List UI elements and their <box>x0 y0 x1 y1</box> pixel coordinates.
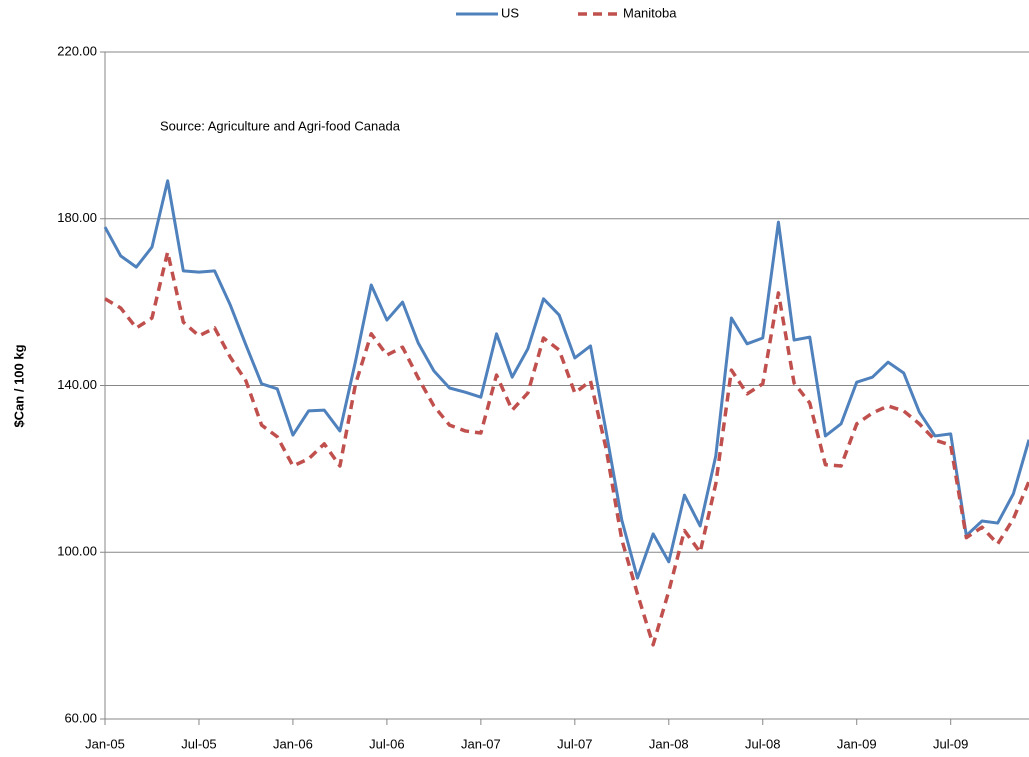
series-line <box>104 250 1029 647</box>
x-tick-label: Jul-09 <box>933 736 968 751</box>
x-tick-label: Jan-09 <box>837 736 877 751</box>
y-tick-label: 140.00 <box>57 377 97 392</box>
legend-label: Manitoba <box>623 5 677 20</box>
x-tick-label: Jan-05 <box>85 736 125 751</box>
legend-label: US <box>501 5 519 20</box>
x-tick-label: Jul-05 <box>181 736 216 751</box>
x-tick-label: Jul-06 <box>369 736 404 751</box>
x-tick-label: Jan-06 <box>273 736 313 751</box>
series-line <box>103 179 1029 580</box>
x-tick-label: Jul-08 <box>745 736 780 751</box>
x-tick-label: Jan-08 <box>649 736 689 751</box>
y-axis-label: $Can / 100 kg <box>11 344 26 427</box>
y-tick-label: 60.00 <box>64 710 97 725</box>
y-tick-label: 100.00 <box>57 544 97 559</box>
annotation: Source: Agriculture and Agri-food Canada <box>160 118 401 133</box>
x-tick-label: Jan-07 <box>461 736 501 751</box>
x-tick-label: Jul-07 <box>557 736 592 751</box>
y-tick-label: 220.00 <box>57 43 97 58</box>
y-tick-label: 180.00 <box>57 210 97 225</box>
